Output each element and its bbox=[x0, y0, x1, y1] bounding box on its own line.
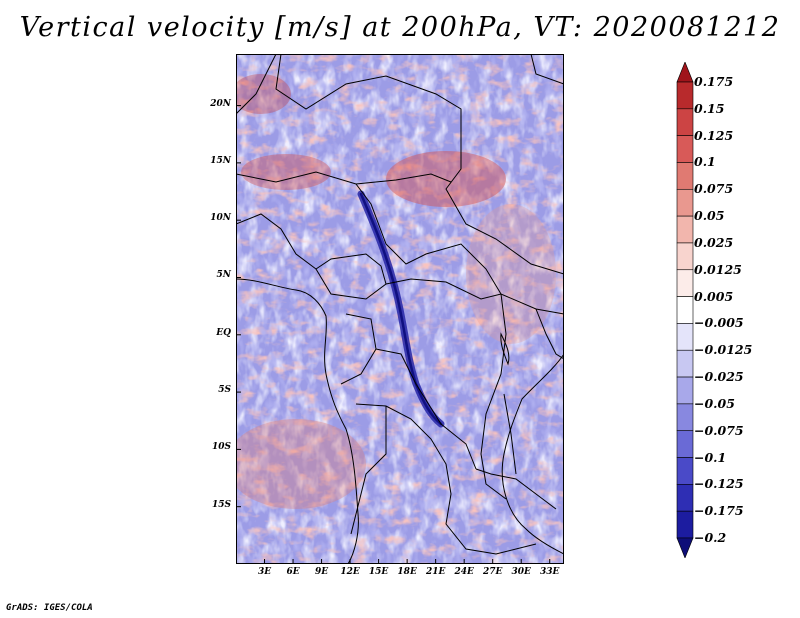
lon-label: 33E bbox=[540, 567, 560, 577]
lon-label: 3E bbox=[257, 567, 272, 577]
colorbar-bin bbox=[676, 484, 694, 512]
colorbar-level-label: 0.125 bbox=[694, 127, 734, 143]
colorbar-swatches bbox=[676, 61, 694, 559]
lat-label: 5N bbox=[216, 270, 232, 281]
colorbar-bin bbox=[676, 81, 694, 110]
lake-tanganyika bbox=[503, 393, 517, 475]
lon-label: 21E bbox=[425, 567, 446, 577]
colorbar-level-label: −0.075 bbox=[694, 422, 744, 438]
updraft-southwest bbox=[236, 419, 366, 509]
lon-label: 27E bbox=[482, 567, 503, 577]
border-northwest bbox=[236, 54, 277, 115]
border-south bbox=[355, 403, 537, 555]
map-panel: 20N 15N 10N 5N EQ 5S 10S 15S 3E 6E 9E 12E 15E 18E 21E… bbox=[210, 54, 564, 577]
colorbar-bin bbox=[676, 215, 694, 244]
border-lakes bbox=[480, 293, 507, 500]
colorbar-bin bbox=[676, 61, 694, 83]
colorbar-level-label: −0.1 bbox=[694, 449, 727, 465]
colorbar-bin bbox=[676, 188, 694, 217]
strong-updraft-niger bbox=[241, 154, 331, 190]
colorbar-bin bbox=[676, 323, 694, 351]
border-east-africa bbox=[535, 308, 564, 360]
colorbar-level-label: −0.125 bbox=[694, 476, 744, 492]
colorbar-level-label: −0.175 bbox=[694, 503, 744, 519]
updraft-north bbox=[236, 74, 291, 114]
lon-label: 30E bbox=[511, 567, 531, 577]
colorbar-bin bbox=[676, 162, 694, 190]
lon-label: 9E bbox=[315, 567, 329, 577]
colorbar-bin bbox=[676, 296, 694, 324]
colorbar-level-label: −0.2 bbox=[694, 530, 727, 545]
strong-updraft-chad bbox=[386, 151, 506, 207]
colorbar-bin bbox=[676, 349, 694, 378]
colorbar-level-label: 0.005 bbox=[694, 288, 734, 304]
colorbar-bin bbox=[676, 108, 694, 136]
colorbar-level-label: 0.175 bbox=[694, 74, 734, 89]
lon-label: 24E bbox=[454, 567, 474, 577]
border-north bbox=[275, 54, 564, 275]
colorbar-level-label: 0.0125 bbox=[694, 261, 742, 277]
east-coastline bbox=[501, 353, 564, 555]
colorbar-bin bbox=[676, 376, 694, 405]
border-zambia bbox=[475, 468, 557, 510]
lat-label: 10N bbox=[210, 213, 231, 224]
west-coastline bbox=[236, 278, 359, 564]
map-frame bbox=[236, 54, 564, 564]
colorbar-level-label: −0.025 bbox=[694, 369, 744, 385]
lon-label: 15E bbox=[368, 567, 389, 577]
colorbar-level-label: −0.005 bbox=[694, 315, 744, 331]
axis-ticks bbox=[236, 105, 551, 564]
boundaries bbox=[236, 54, 564, 564]
colorbar-bin bbox=[676, 430, 694, 458]
lon-label: 6E bbox=[286, 567, 300, 577]
border-congo bbox=[375, 348, 477, 470]
colorbar-bin bbox=[676, 403, 694, 432]
border-gulf bbox=[236, 213, 317, 270]
colorbar-bin bbox=[676, 269, 694, 297]
colorbar-bin bbox=[676, 510, 694, 539]
lat-label: 10S bbox=[211, 442, 231, 453]
colorbar-level-label: 0.05 bbox=[694, 208, 725, 224]
colorbar-level-label: 0.1 bbox=[694, 154, 716, 170]
velocity-field-map bbox=[236, 54, 564, 564]
colorbar-level-label: 0.075 bbox=[694, 181, 734, 197]
colorbar-bin bbox=[676, 537, 694, 559]
lake-victoria bbox=[500, 332, 510, 366]
colorbar-level-label: 0.15 bbox=[694, 100, 725, 116]
border-northeast bbox=[530, 54, 564, 85]
map-title: Vertical velocity [m/s] at 200hPa, VT: 2… bbox=[19, 12, 781, 43]
border-angola bbox=[350, 406, 387, 535]
grads-credit: GrADS: IGES/COLA bbox=[6, 603, 93, 613]
colorbar-level-label: −0.0125 bbox=[694, 342, 753, 358]
colorbar-bin bbox=[676, 457, 694, 485]
lat-label: 15S bbox=[211, 499, 231, 510]
colorbar: 0.175 0.15 0.125 0.1 0.075 0.05 0.025 0.0125 0.0… bbox=[676, 61, 796, 559]
lon-label: 12E bbox=[340, 567, 360, 577]
updraft-east bbox=[466, 204, 556, 344]
colorbar-level-label: −0.05 bbox=[694, 395, 735, 411]
lat-label: 15N bbox=[210, 155, 231, 166]
lat-label: 5S bbox=[218, 385, 231, 396]
lat-label: EQ bbox=[216, 327, 231, 338]
colorbar-bin bbox=[676, 242, 694, 271]
lon-label: 18E bbox=[397, 567, 417, 577]
border-cameroon bbox=[315, 253, 387, 300]
colorbar-bin bbox=[676, 135, 694, 163]
border-central bbox=[355, 183, 502, 295]
colorbar-level-label: 0.025 bbox=[694, 234, 734, 250]
lat-label: 20N bbox=[210, 98, 231, 109]
downdraft-core bbox=[359, 192, 443, 426]
